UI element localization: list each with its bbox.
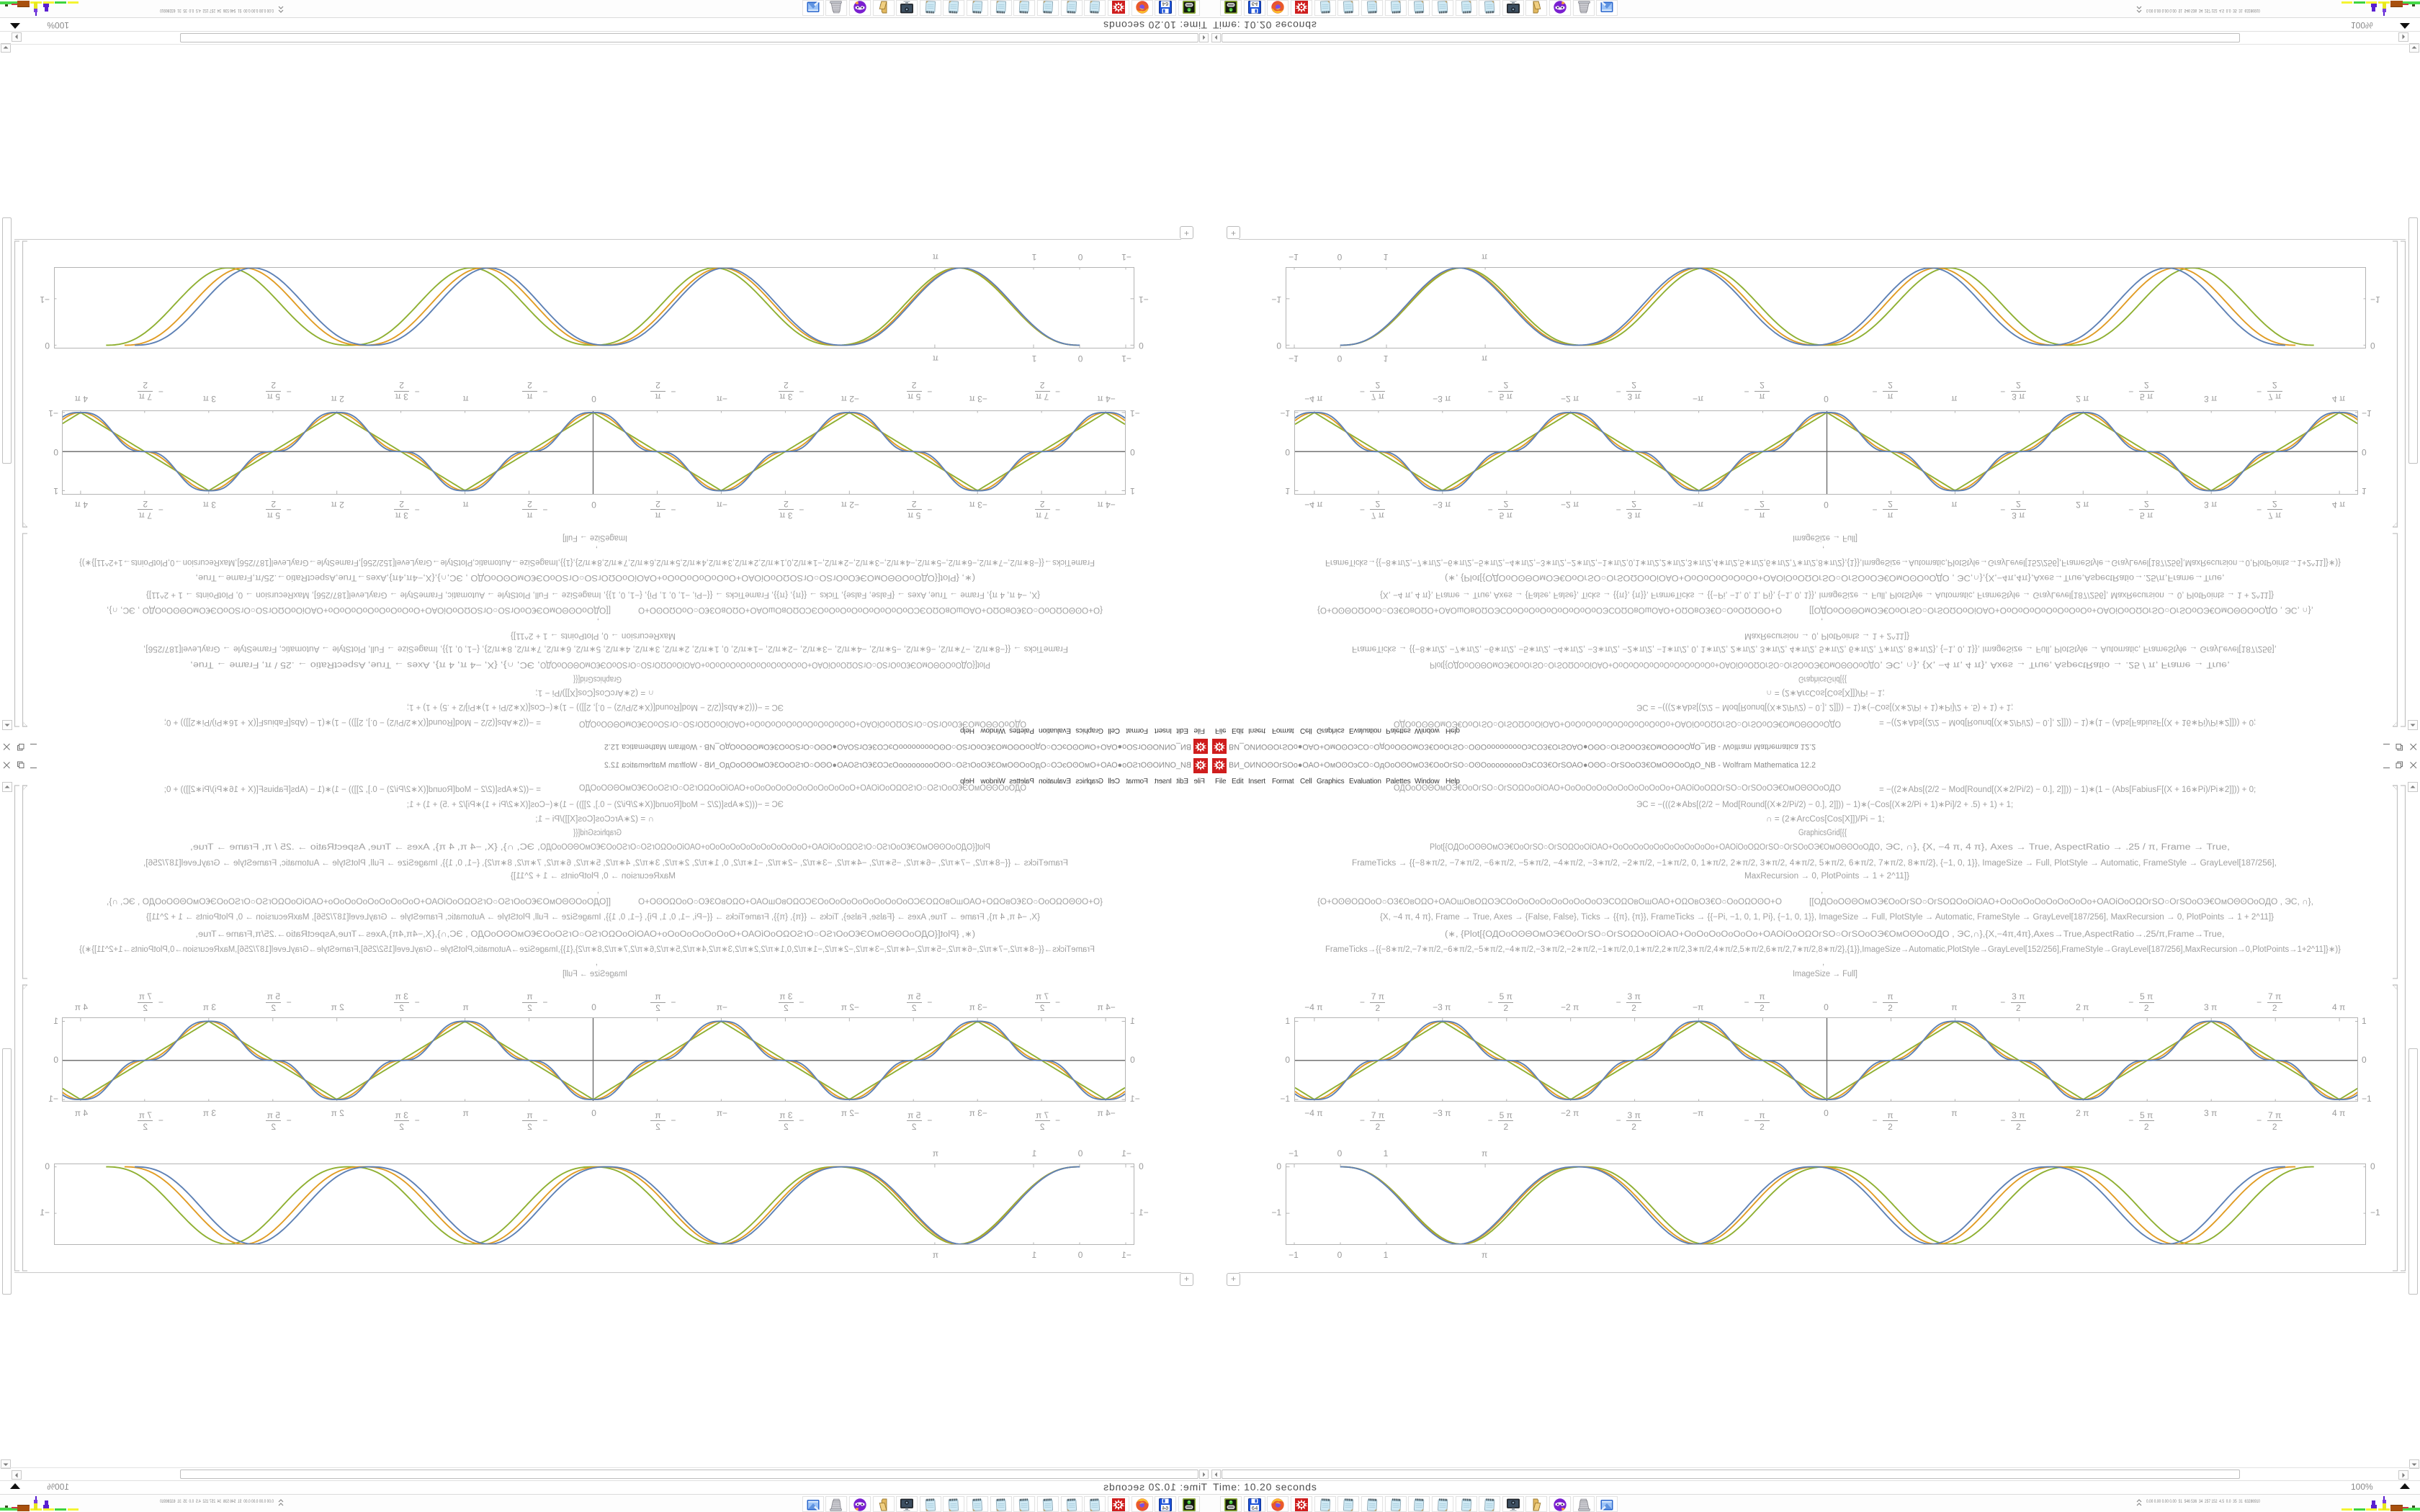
svg-text:64: 64 bbox=[1162, 1, 1169, 6]
svg-text:64: 64 bbox=[1162, 1506, 1169, 1512]
svg-text:64: 64 bbox=[1251, 1, 1258, 6]
svg-text:64: 64 bbox=[1251, 1506, 1258, 1512]
